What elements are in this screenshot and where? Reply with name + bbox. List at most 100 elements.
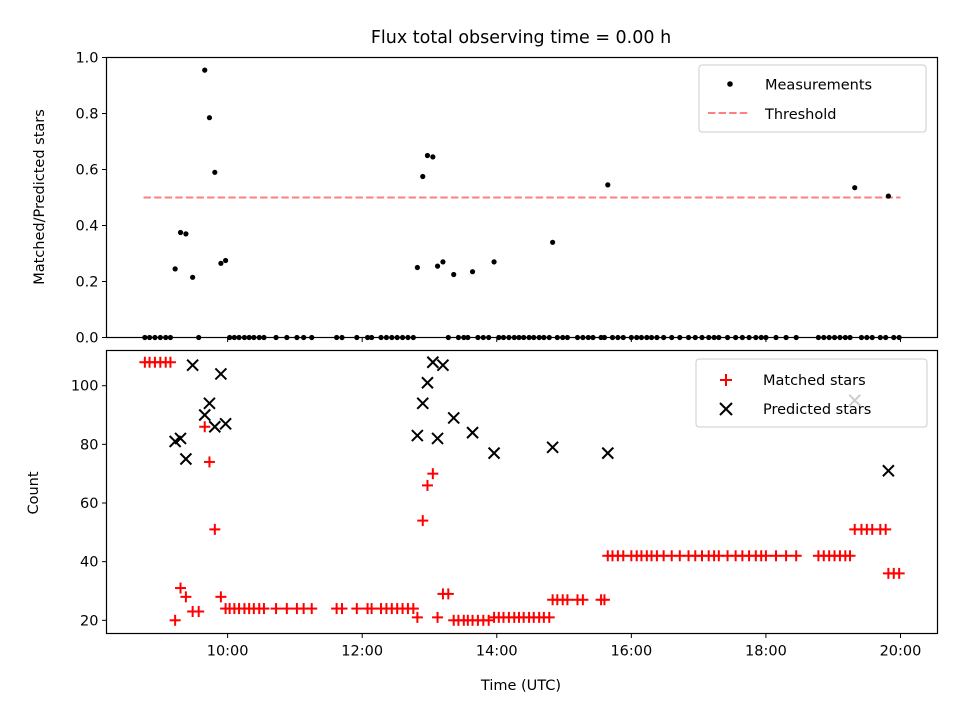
predicted-star-point bbox=[601, 446, 614, 460]
matched-star-point bbox=[427, 468, 439, 480]
predicted-star-point bbox=[882, 464, 895, 477]
top-panel: 0.0 0.2 0.4 0.6 0.8 1.0 Matched/Predicted sta… bbox=[32, 51, 939, 347]
matched-star-point bbox=[193, 606, 205, 618]
chart-title: Flux total observing time = 0.00 h bbox=[371, 28, 671, 48]
bottom-y-axis: 20 40 60 80 100 bbox=[71, 379, 107, 629]
matched-star-point bbox=[281, 603, 293, 615]
matched-star-point bbox=[598, 594, 610, 606]
predicted-star-point bbox=[487, 446, 501, 460]
predicted-star-point bbox=[186, 358, 199, 372]
legend-threshold-label: Threshold bbox=[764, 107, 836, 123]
predicted-star-point bbox=[198, 408, 211, 422]
x-axis-label: Time (UTC) bbox=[480, 678, 561, 694]
measurement-point bbox=[491, 259, 497, 265]
matched-star-point bbox=[351, 603, 363, 615]
top-y-axis-label: Matched/Predicted stars bbox=[32, 109, 48, 285]
predicted-star-point bbox=[466, 426, 479, 439]
matched-star-point bbox=[270, 603, 282, 615]
matched-star-point bbox=[336, 603, 348, 615]
measurement-point bbox=[183, 231, 189, 237]
legend-matched-marker bbox=[720, 374, 732, 386]
predicted-star-point bbox=[219, 417, 232, 431]
top-plot-area bbox=[142, 67, 902, 341]
bottom-x-tick-label: 12:00 bbox=[341, 644, 383, 660]
matched-star-point bbox=[893, 567, 905, 579]
measurement-point bbox=[420, 173, 426, 180]
predicted-star-point bbox=[174, 432, 187, 445]
bottom-x-tick-label: 16:00 bbox=[610, 644, 652, 660]
measurement-point bbox=[222, 257, 229, 264]
matched-star-point bbox=[209, 523, 221, 535]
measurement-point bbox=[424, 152, 431, 159]
legend-matched-label: Matched stars bbox=[763, 373, 866, 389]
measurement-point bbox=[414, 264, 420, 271]
top-y-tick-label: 0.2 bbox=[75, 275, 98, 291]
measurement-point bbox=[190, 274, 196, 280]
measurement-point bbox=[434, 263, 441, 269]
bottom-legend-box bbox=[695, 358, 928, 428]
matched-star-point bbox=[306, 603, 318, 615]
matched-star-point bbox=[442, 588, 454, 600]
measurement-point bbox=[605, 182, 611, 188]
matched-star-point bbox=[366, 603, 378, 615]
predicted-star-point bbox=[431, 432, 444, 445]
bottom-x-axis: 10:00 12:00 14:00 16:00 18:00 20:00 bbox=[207, 633, 922, 660]
measurement-point bbox=[550, 239, 556, 245]
matched-star-point bbox=[180, 591, 192, 603]
predicted-star-point bbox=[426, 356, 440, 369]
matched-star-point bbox=[880, 523, 892, 535]
predicted-star-point bbox=[416, 397, 429, 410]
bottom-y-tick-label: 60 bbox=[80, 496, 98, 512]
predicted-star-point bbox=[546, 441, 559, 454]
matched-star-point bbox=[169, 614, 181, 626]
matched-star-point bbox=[543, 611, 555, 623]
measurement-point bbox=[852, 185, 858, 191]
bottom-x-tick-label: 20:00 bbox=[880, 644, 922, 660]
top-legend: Measurements Threshold bbox=[698, 64, 927, 133]
predicted-star-point bbox=[208, 420, 222, 433]
matched-star-point bbox=[561, 594, 573, 606]
bottom-y-tick-label: 80 bbox=[80, 437, 98, 453]
measurement-point bbox=[469, 269, 476, 275]
matched-star-point bbox=[164, 356, 176, 368]
legend-measurements-label: Measurements bbox=[765, 78, 872, 94]
measurement-point bbox=[172, 266, 178, 272]
measurement-point bbox=[212, 169, 218, 175]
bottom-x-tick-label: 18:00 bbox=[745, 644, 787, 660]
measurement-point bbox=[177, 229, 184, 236]
measurement-point bbox=[430, 154, 436, 160]
bottom-x-tick-label: 10:00 bbox=[207, 644, 249, 660]
top-axes-frame bbox=[105, 56, 939, 339]
matched-star-point bbox=[432, 611, 444, 623]
matched-star-point bbox=[790, 550, 802, 562]
measurement-point bbox=[885, 193, 891, 199]
predicted-star-point bbox=[421, 376, 434, 389]
legend-measurements-marker bbox=[727, 81, 733, 87]
matched-star-point bbox=[421, 479, 433, 491]
bottom-axes-frame bbox=[105, 349, 939, 635]
measurement-point bbox=[440, 259, 446, 265]
matched-star-point bbox=[770, 550, 782, 562]
measurement-point bbox=[451, 271, 457, 278]
matched-star-point bbox=[203, 456, 215, 468]
matched-star-point bbox=[175, 582, 187, 594]
bottom-y-tick-label: 100 bbox=[71, 379, 99, 395]
predicted-star-point bbox=[436, 358, 450, 372]
predicted-star-point bbox=[203, 397, 216, 410]
predicted-star-point bbox=[179, 452, 193, 466]
matched-star-point bbox=[199, 421, 211, 433]
matched-star-point bbox=[407, 603, 419, 615]
matched-star-point bbox=[417, 515, 429, 527]
legend-predicted-label: Predicted stars bbox=[763, 402, 871, 418]
matched-star-point bbox=[258, 603, 270, 615]
top-y-axis: 0.0 0.2 0.4 0.6 0.8 1.0 bbox=[75, 51, 901, 347]
top-y-tick-label: 0.8 bbox=[75, 107, 98, 123]
bottom-plot-area bbox=[139, 356, 905, 626]
legend-predicted-marker bbox=[719, 402, 733, 416]
top-y-tick-label: 0.6 bbox=[75, 163, 98, 179]
matched-star-point bbox=[760, 550, 772, 562]
measurement-point bbox=[218, 260, 224, 266]
matched-star-point bbox=[780, 550, 792, 562]
bottom-y-axis-label: Count bbox=[26, 471, 42, 514]
